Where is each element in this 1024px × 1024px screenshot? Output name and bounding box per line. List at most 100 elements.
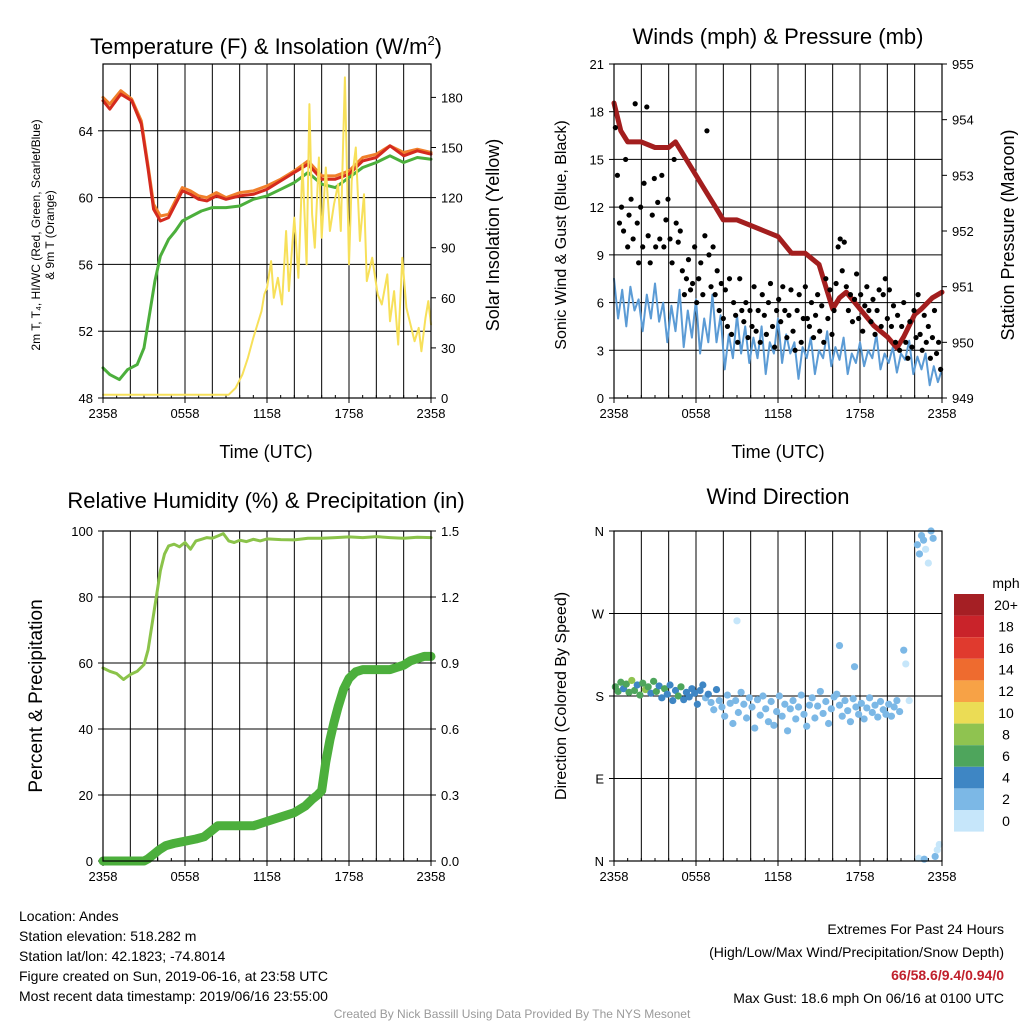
y2-tick-label: 0.6: [441, 722, 459, 737]
gust-point: [687, 287, 694, 293]
y2-tick-label: 955: [952, 57, 974, 72]
direction-point: [712, 685, 721, 694]
gust-point: [755, 307, 761, 314]
gust-point: [903, 339, 909, 345]
direction-chart-title: Wind Direction: [706, 484, 849, 509]
legend-swatch: [954, 702, 984, 724]
gust-point: [710, 244, 716, 250]
x-tick-label: 2358: [928, 406, 957, 421]
gust-point: [675, 239, 681, 245]
direction-point: [852, 703, 860, 711]
direction-point: [849, 695, 857, 703]
gust-point: [728, 331, 735, 337]
gust-point: [751, 284, 757, 290]
direction-point: [644, 683, 652, 691]
gust-point: [788, 287, 794, 293]
gust-point: [862, 303, 868, 309]
direction-point: [734, 708, 742, 717]
direction-point: [929, 534, 937, 542]
gust-point: [694, 299, 700, 306]
gust-point: [819, 303, 825, 309]
direction-point: [764, 718, 773, 726]
y-tick-label: S: [595, 689, 604, 704]
direction-point: [919, 536, 928, 544]
legend-label: 20+: [994, 597, 1018, 613]
direction-point: [800, 710, 808, 718]
y-tick-label: 12: [590, 200, 604, 215]
y-tick-label: 3: [597, 343, 604, 358]
direction-point: [833, 690, 841, 698]
y-tick-label: W: [592, 607, 605, 622]
y2-tick-label: 30: [441, 341, 455, 356]
direction-point: [893, 696, 901, 705]
legend-swatch: [954, 810, 984, 832]
extremes-box: Extremes For Past 24 Hours (High/Low/Max…: [709, 918, 1004, 1010]
direction-point: [707, 698, 715, 707]
y-tick-label: 20: [79, 788, 93, 803]
direction-point: [666, 681, 674, 689]
gust-point: [878, 323, 884, 330]
direction-point: [863, 704, 871, 712]
gust-point: [817, 328, 823, 334]
gust-point: [683, 276, 690, 282]
gust-point: [917, 331, 923, 337]
x-tick-label: 2358: [928, 869, 957, 884]
direction-point: [885, 700, 893, 708]
gust-point: [882, 276, 888, 282]
temperature-series-line: [101, 92, 433, 223]
y-tick-label: 18: [590, 105, 604, 120]
gust-point: [718, 280, 724, 287]
gust-point: [771, 344, 778, 350]
speed-legend-title: mph: [992, 575, 1019, 591]
direction-point: [710, 706, 718, 714]
winds-x-axis-label: Time (UTC): [731, 442, 824, 462]
direction-point: [655, 682, 663, 690]
direction-point: [827, 705, 835, 713]
gust-point: [724, 323, 731, 330]
gust-point: [880, 292, 886, 298]
gust-point: [886, 287, 892, 293]
legend-swatch: [954, 745, 984, 767]
y-tick-label: N: [595, 524, 604, 539]
x-tick-label: 2358: [89, 406, 118, 421]
legend-label: 18: [998, 618, 1014, 634]
direction-point: [614, 687, 622, 696]
direction-point: [900, 646, 908, 654]
extremes-title: Extremes For Past 24 Hours: [827, 921, 1004, 937]
gust-point: [784, 334, 790, 341]
gust-point: [753, 328, 759, 334]
direction-point: [622, 680, 630, 688]
gust-point: [778, 319, 784, 325]
gust-point: [837, 236, 843, 242]
gust-point: [835, 244, 841, 250]
y-tick-label: 40: [79, 722, 93, 737]
extremes-values: 66/58.6/9.4/0.94/0: [891, 967, 1004, 983]
gust-point: [757, 339, 763, 345]
gust-point: [825, 315, 831, 322]
gust-point: [794, 307, 800, 314]
gust-point: [929, 334, 936, 341]
y-tick-label: 0: [86, 854, 93, 869]
gust-point: [640, 244, 646, 250]
gust-point: [894, 312, 901, 318]
temperature-y2-axis-label: Solar Insolation (Yellow): [483, 139, 503, 331]
gust-point: [735, 339, 741, 345]
direction-point: [685, 693, 693, 701]
gust-point: [712, 292, 718, 298]
direction-point: [751, 724, 759, 732]
gust-point: [685, 257, 692, 263]
gust-point: [698, 260, 704, 266]
gust-point: [858, 292, 864, 298]
direction-point: [855, 710, 863, 718]
station-elevation: Station elevation: 518.282 m: [19, 928, 197, 944]
humidity-line: [101, 532, 433, 681]
direction-point: [650, 677, 658, 685]
direction-point: [745, 694, 753, 702]
direction-point: [931, 852, 939, 861]
direction-point: [633, 681, 641, 689]
speed-legend: mph 20+ 18 16 14 12 10 8 6 4 2 0: [954, 575, 1020, 832]
gust-point: [655, 199, 661, 205]
y-tick-label: 80: [79, 590, 93, 605]
gust-point: [927, 355, 933, 361]
